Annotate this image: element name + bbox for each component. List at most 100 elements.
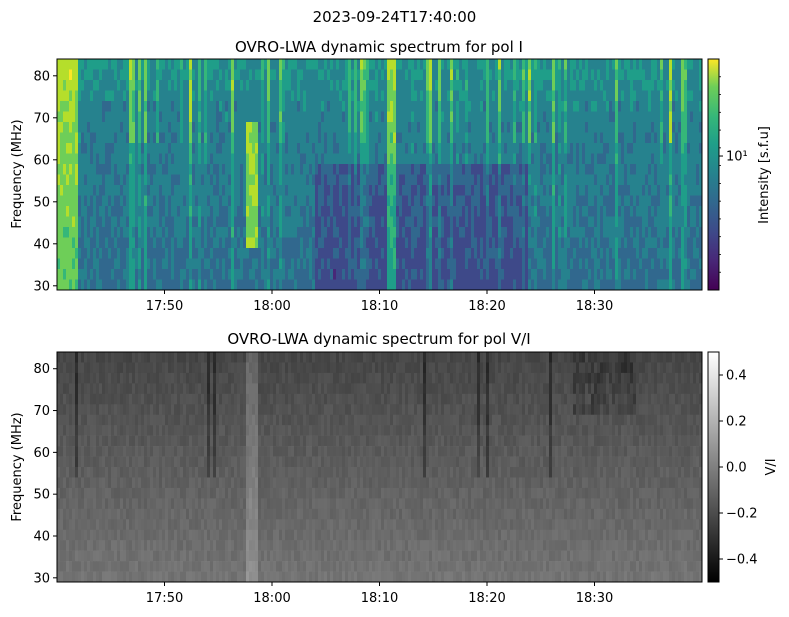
heatmap-cell <box>99 237 103 249</box>
heatmap-cell <box>204 195 208 207</box>
heatmap-cell <box>600 279 604 290</box>
heatmap-cell <box>144 143 148 154</box>
heatmap-cell <box>90 164 94 175</box>
heatmap-cell <box>204 248 208 259</box>
heatmap-cell <box>552 237 556 249</box>
heatmap-cell <box>147 248 151 259</box>
heatmap-cell <box>336 153 340 165</box>
heatmap-cell <box>201 59 205 70</box>
heatmap-cell <box>129 174 133 186</box>
heatmap-cell <box>315 80 319 91</box>
heatmap-cell <box>111 216 115 228</box>
heatmap-cell <box>123 216 127 228</box>
heatmap-cell <box>459 111 463 123</box>
heatmap-cell <box>561 90 565 102</box>
heatmap-cell <box>342 174 346 186</box>
heatmap-cell <box>60 132 64 144</box>
heatmap-cell <box>303 216 307 228</box>
heatmap-cell <box>273 258 277 270</box>
heatmap-cell <box>111 101 115 112</box>
heatmap-cell <box>615 185 619 196</box>
heatmap-cell <box>501 143 505 154</box>
heatmap-cell <box>156 69 160 81</box>
heatmap-cell <box>198 164 202 175</box>
heatmap-cell <box>579 206 583 217</box>
heatmap-cell <box>102 90 106 102</box>
heatmap-cell <box>549 174 553 186</box>
heatmap-cell <box>486 269 490 280</box>
heatmap-cell <box>117 90 121 102</box>
heatmap-cell <box>81 362 85 374</box>
heatmap-cell <box>549 206 553 217</box>
heatmap-cell <box>516 237 520 249</box>
heatmap-cell <box>597 227 601 238</box>
heatmap-cell <box>672 132 676 144</box>
heatmap-cell <box>258 195 262 207</box>
heatmap-cell <box>516 185 520 196</box>
heatmap-cell <box>324 164 328 175</box>
heatmap-cell <box>375 164 379 175</box>
heatmap-cell <box>546 164 550 175</box>
heatmap-cell <box>582 174 586 186</box>
heatmap-cell <box>606 143 610 154</box>
heatmap-cell <box>525 122 529 133</box>
heatmap-cell <box>690 206 694 217</box>
heatmap-cell <box>216 132 220 144</box>
heatmap-cell <box>342 153 346 165</box>
heatmap-cell <box>360 216 364 228</box>
heatmap-cell <box>471 132 475 144</box>
heatmap-cell <box>354 258 358 270</box>
heatmap-cell <box>537 185 541 196</box>
heatmap-cell <box>645 101 649 112</box>
heatmap-cell <box>609 101 613 112</box>
heatmap-cell <box>294 122 298 133</box>
heatmap-cell <box>63 508 67 520</box>
heatmap-cell <box>90 122 94 133</box>
heatmap-cell <box>219 269 223 280</box>
heatmap-cell <box>198 153 202 165</box>
heatmap-cell <box>162 164 166 175</box>
heatmap-cell <box>423 69 427 81</box>
heatmap-cell <box>372 143 376 154</box>
heatmap-cell <box>207 122 211 133</box>
heatmap-cell <box>540 237 544 249</box>
heatmap-cell <box>459 195 463 207</box>
heatmap-cell <box>291 227 295 238</box>
heatmap-cell <box>531 69 535 81</box>
heatmap-cell <box>291 132 295 144</box>
heatmap-cell <box>300 143 304 154</box>
heatmap-cell <box>618 279 622 290</box>
heatmap-cell <box>678 174 682 186</box>
heatmap-cell <box>177 132 181 144</box>
heatmap-cell <box>87 164 91 175</box>
heatmap-cell <box>441 174 445 186</box>
heatmap-cell <box>372 227 376 238</box>
heatmap-cell <box>564 269 568 280</box>
heatmap-cell <box>642 69 646 81</box>
heatmap-cell <box>288 153 292 165</box>
heatmap-cell <box>288 185 292 196</box>
heatmap-cell <box>111 111 115 123</box>
heatmap-cell <box>204 80 208 91</box>
heatmap-cell <box>171 101 175 112</box>
heatmap-cell <box>669 90 673 102</box>
heatmap-cell <box>639 101 643 112</box>
heatmap-cell <box>411 258 415 270</box>
heatmap-cell <box>513 132 517 144</box>
heatmap-cell <box>444 195 448 207</box>
heatmap-cell <box>576 269 580 280</box>
heatmap-cell <box>225 227 229 238</box>
heatmap-cell <box>84 248 88 259</box>
heatmap-cell <box>315 206 319 217</box>
heatmap-cell <box>180 69 184 81</box>
heatmap-cell <box>309 216 313 228</box>
heatmap-cell <box>141 237 145 249</box>
heatmap-cell <box>570 258 574 270</box>
heatmap-cell <box>546 227 550 238</box>
heatmap-cell <box>483 164 487 175</box>
heatmap-cell <box>108 59 112 70</box>
heatmap-cell <box>597 69 601 81</box>
heatmap-cell <box>603 80 607 91</box>
heatmap-cell <box>669 227 673 238</box>
heatmap-cell <box>153 153 157 165</box>
